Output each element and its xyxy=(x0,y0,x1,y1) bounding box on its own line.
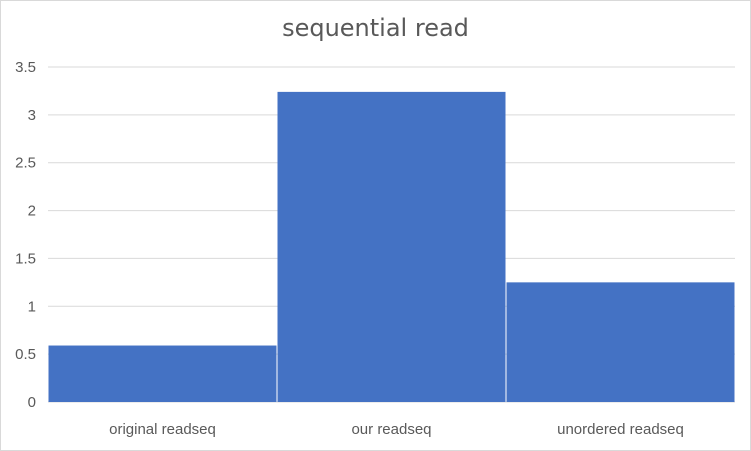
bar xyxy=(277,91,506,402)
y-tick-label: 3 xyxy=(28,107,36,124)
x-category-label: our readseq xyxy=(351,421,431,438)
y-tick-label: 2 xyxy=(28,203,36,220)
bar xyxy=(48,345,277,402)
x-category-label: unordered readseq xyxy=(557,421,684,438)
y-tick-label: 0 xyxy=(28,394,36,411)
y-tick-label: 2.5 xyxy=(15,155,36,172)
y-tick-label: 0.5 xyxy=(15,346,36,363)
y-tick-label: 1 xyxy=(28,298,36,315)
y-axis-tick-labels: 0 0.5 1 1.5 2 2.5 3 3.5 xyxy=(15,59,36,411)
bars xyxy=(48,91,735,402)
y-tick-label: 3.5 xyxy=(15,59,36,76)
y-tick-label: 1.5 xyxy=(15,250,36,267)
x-category-label: original readseq xyxy=(109,421,216,438)
bar xyxy=(506,282,735,402)
chart-title: sequential read xyxy=(282,14,469,42)
x-axis-category-labels: original readseq our readseq unordered rea… xyxy=(109,421,684,438)
